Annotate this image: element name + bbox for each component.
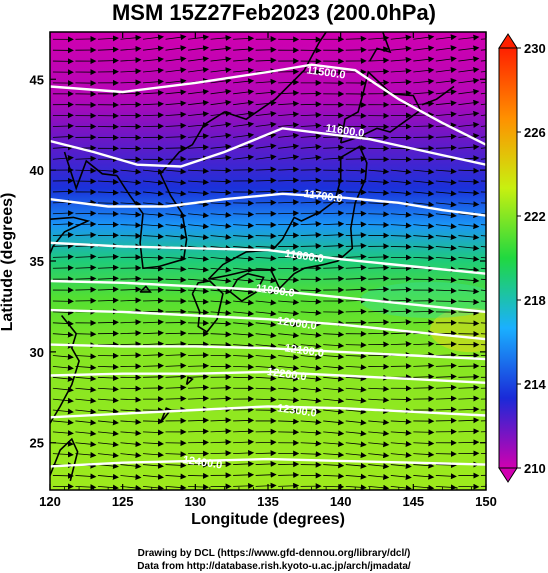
height-contour xyxy=(50,405,486,419)
contour-label: 12200.0 xyxy=(266,366,307,383)
colorbar-body xyxy=(498,47,518,469)
height-contours xyxy=(50,63,486,468)
contour-label: 11900.0 xyxy=(255,282,295,299)
colorbar-tick-label: 230 xyxy=(524,41,546,56)
colorbar-tick-label: 226 xyxy=(524,125,546,140)
y-axis-label: Latitude (degrees) xyxy=(0,192,16,332)
x-tick-label: 135 xyxy=(257,494,279,509)
x-tick-label: 120 xyxy=(39,494,61,509)
y-axis: 25 30 35 40 45 xyxy=(30,72,486,451)
coastline-segment xyxy=(159,407,172,424)
coastline-segment xyxy=(139,285,152,293)
coastline-segment xyxy=(339,70,422,144)
colorbar-tick-label: 210 xyxy=(524,461,546,476)
height-contour xyxy=(50,241,486,275)
credit-data: Data from http://database.rish.kyoto-u.a… xyxy=(137,561,411,572)
page-title: MSM 15Z27Feb2023 (200.0hPa) xyxy=(111,0,437,25)
coastline-segment xyxy=(185,376,194,386)
coastline-segment xyxy=(421,85,455,106)
contour-label: 11700.0 xyxy=(303,188,343,205)
contour-label: 11800.0 xyxy=(284,248,324,265)
warm-patch xyxy=(430,308,486,352)
height-contour xyxy=(50,63,486,146)
x-axis: 120 125 130 135 140 145 150 xyxy=(39,32,497,509)
x-tick-label: 140 xyxy=(330,494,352,509)
x-tick-label: 150 xyxy=(475,494,497,509)
x-tick-label: 145 xyxy=(402,494,424,509)
y-tick-label: 35 xyxy=(30,254,44,269)
contour-label: 11500.0 xyxy=(306,64,346,81)
credit-drawing: Drawing by DCL (https://www.gfd-dennou.o… xyxy=(137,548,411,559)
height-contour xyxy=(50,308,486,341)
colorbar-bottom-arrow xyxy=(498,467,518,483)
coastline-segment xyxy=(50,437,79,482)
contour-labels: 11500.0 11600.0 11700.0 11800.0 11900.0 12000… xyxy=(182,64,365,471)
contour-label: 12100.0 xyxy=(284,342,325,359)
colorbar-tick-label: 214 xyxy=(524,377,546,392)
coastline-segment xyxy=(203,32,327,126)
height-contour xyxy=(50,127,486,168)
colorbar: 210 214 218 222 226 230 xyxy=(498,33,546,483)
contour-label: 11600.0 xyxy=(325,122,365,139)
x-tick-label: 130 xyxy=(184,494,206,509)
height-contour xyxy=(50,279,486,314)
contour-label: 12000.0 xyxy=(276,315,317,332)
height-contour xyxy=(50,192,486,217)
contour-label: 12400.0 xyxy=(182,454,223,471)
y-tick-label: 45 xyxy=(30,72,44,87)
height-contour xyxy=(50,370,486,384)
x-tick-label: 125 xyxy=(112,494,134,509)
y-tick-label: 30 xyxy=(30,345,44,360)
wind-vectors xyxy=(52,34,486,490)
coastline-segment xyxy=(63,151,117,191)
coastline-segment xyxy=(50,216,91,256)
height-contour xyxy=(50,343,486,361)
y-tick-label: 25 xyxy=(30,436,44,451)
cyan-patch xyxy=(360,282,486,318)
coastline-segment xyxy=(229,272,265,302)
colorbar-top-arrow xyxy=(498,33,518,49)
y-tick-label: 40 xyxy=(30,163,44,178)
colorbar-tick-label: 222 xyxy=(524,209,546,224)
colorbar-tick-label: 218 xyxy=(524,293,546,308)
contour-label: 12300.0 xyxy=(276,402,317,419)
height-contour xyxy=(50,457,486,468)
x-axis-label: Longitude (degrees) xyxy=(191,511,345,528)
